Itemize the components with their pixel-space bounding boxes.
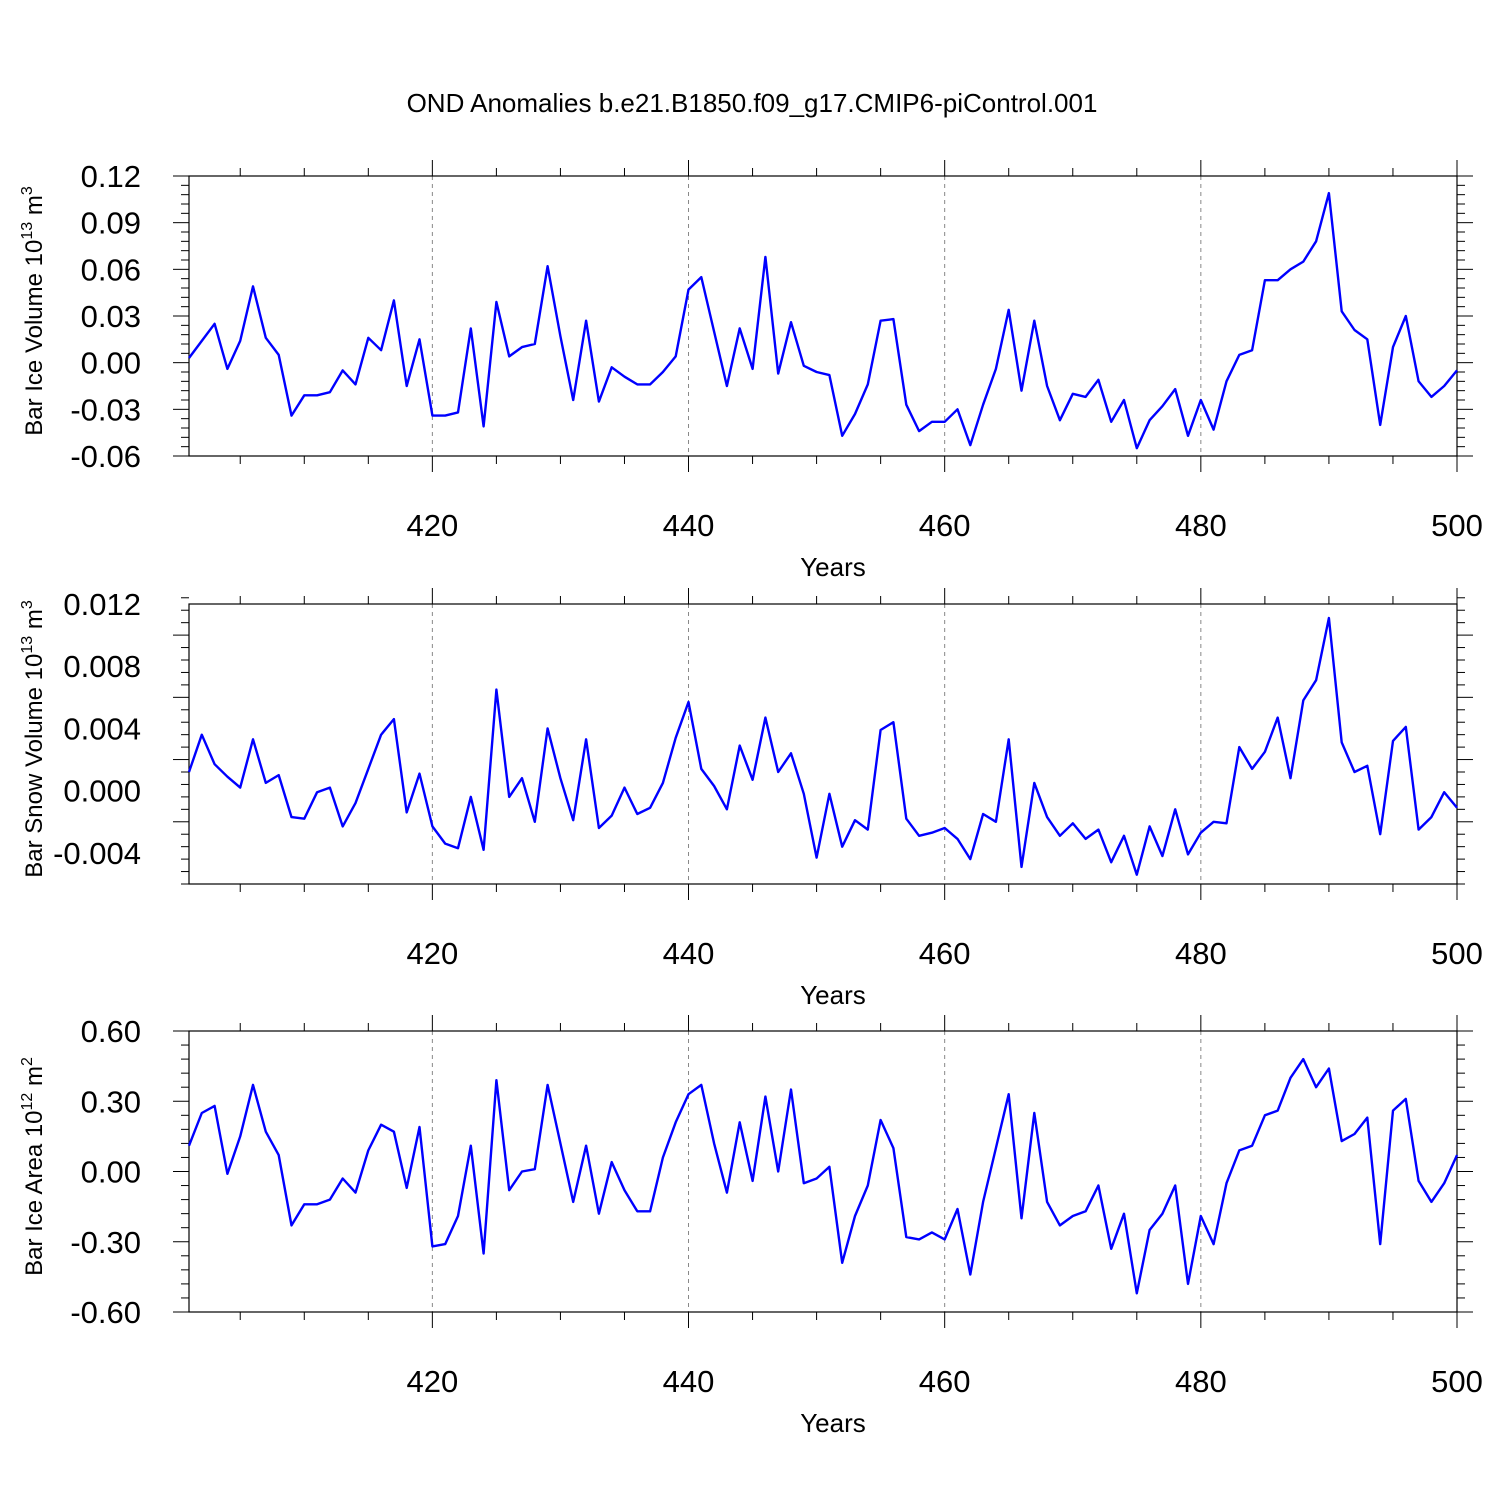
y-tick-label: -0.60 (70, 1295, 141, 1330)
series-line (188, 191, 1458, 450)
y-axis-label: Bar Snow Volume 1013 m3 (19, 600, 48, 878)
y-tick-label: 0.00 (81, 346, 141, 381)
x-tick-label: 420 (406, 508, 458, 543)
y-tick-label: 0.12 (81, 159, 141, 194)
y-axis-label: Bar Ice Volume 1013 m3 (19, 186, 48, 436)
x-tick-label: 480 (1175, 508, 1227, 543)
figure-title: OND Anomalies b.e21.B1850.f09_g17.CMIP6-… (407, 88, 1098, 118)
x-tick-label: 460 (919, 508, 971, 543)
y-tick-label: 0.09 (81, 206, 141, 241)
x-tick-label: 500 (1431, 1364, 1483, 1399)
panel-1: 420 440 460 480 500 -0.06 -0.03 0.00 0.03 0.06 0.0… (19, 159, 1483, 582)
plot-frame (188, 175, 1458, 457)
x-axis-label: Years (800, 980, 866, 1010)
y-tick-label: -0.03 (70, 392, 141, 427)
x-tick-label: 440 (663, 508, 715, 543)
y-tick-label: -0.004 (53, 836, 141, 871)
y-tick-label: 0.012 (63, 587, 141, 622)
x-tick-label: 480 (1175, 1364, 1227, 1399)
x-axis-label: Years (800, 1408, 866, 1438)
y-tick-label: 0.03 (81, 299, 141, 334)
x-tick-label: 460 (919, 1364, 971, 1399)
x-tick-label: 460 (919, 936, 971, 971)
x-tick-label: 440 (663, 1364, 715, 1399)
y-tick-label: 0.60 (81, 1014, 141, 1049)
x-tick-label: 420 (406, 1364, 458, 1399)
series-line (187, 1057, 1459, 1295)
y-tick-label: -0.06 (70, 439, 141, 474)
x-axis-label: Years (800, 552, 866, 582)
x-tick-label: 500 (1431, 936, 1483, 971)
y-tick-label: 0.00 (81, 1155, 141, 1190)
panel-3: 420 440 460 480 500 -0.60 -0.30 0.00 0.30 0.60 Yea… (19, 1014, 1483, 1438)
panel-2: 420 440 460 480 500 -0.004 0.000 0.004 0.008 0.01… (19, 587, 1483, 1010)
y-tick-label: 0.06 (81, 252, 141, 287)
y-tick-label: 0.008 (63, 649, 141, 684)
x-tick-label: 420 (406, 936, 458, 971)
y-tick-label: 0.000 (63, 774, 141, 809)
series-line (187, 616, 1458, 876)
x-tick-label: 440 (663, 936, 715, 971)
plot-frame (188, 603, 1458, 885)
y-tick-label: 0.30 (81, 1084, 141, 1119)
y-tick-label: 0.004 (63, 711, 141, 746)
x-tick-label: 480 (1175, 936, 1227, 971)
y-axis-label: Bar Ice Area 1012 m2 (19, 1057, 48, 1276)
y-tick-label: -0.30 (70, 1225, 141, 1260)
x-tick-label: 500 (1431, 508, 1483, 543)
